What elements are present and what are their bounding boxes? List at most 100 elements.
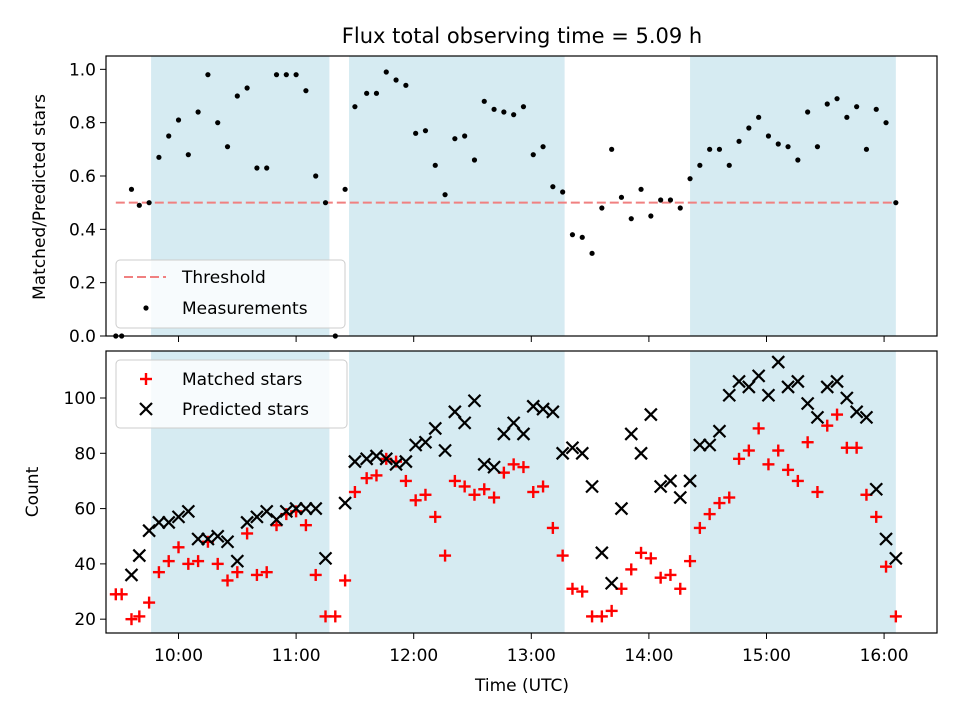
predicted-star-point (732, 374, 746, 389)
measurement-point (166, 133, 172, 139)
measurement-point (393, 77, 399, 83)
predicted-star-stroke-b (555, 446, 570, 461)
matched-star-point (703, 508, 716, 521)
y-tick-label: 0.6 (69, 167, 96, 187)
predicted-star-stroke-b (132, 548, 147, 563)
matched-star-point (211, 557, 224, 570)
measurement-point (824, 101, 830, 107)
matched-star-point (556, 549, 569, 562)
predicted-star-stroke-b (702, 438, 717, 452)
x-tick-label: 10:00 (154, 646, 203, 666)
measurement-point (648, 213, 654, 219)
matched-star-point (458, 480, 471, 493)
predicted-star-point (722, 388, 737, 403)
measurement-point (765, 133, 772, 139)
predicted-star-point (250, 510, 264, 524)
matched-star-point (713, 497, 726, 510)
predicted-star-point (702, 438, 717, 452)
matched-star-point (348, 486, 361, 498)
y-tick-label: 0.8 (69, 114, 96, 134)
measurement-point (863, 146, 870, 152)
predicted-star-point (299, 501, 313, 516)
x-axis-label: Time (UTC) (474, 676, 569, 696)
matched-star-point (635, 546, 648, 559)
predicted-star-point (389, 457, 403, 472)
chart-title: Flux total observing time = 5.09 h (342, 24, 702, 48)
measurement-point (273, 72, 280, 78)
matched-star-point (595, 610, 608, 623)
predicted-star-stroke-b (191, 532, 205, 546)
predicted-star-point (467, 393, 482, 408)
measurement-point (322, 200, 329, 206)
predicted-star-point (497, 427, 511, 441)
matched-star-point (115, 588, 128, 601)
predicted-star-point (673, 490, 688, 505)
measurement-point (520, 104, 527, 110)
predicted-star-stroke-b (201, 532, 215, 546)
top-legend-box (115, 259, 346, 329)
predicted-star-stroke-b (259, 504, 274, 519)
predicted-star-point (516, 427, 531, 441)
measurement-point (481, 98, 487, 104)
predicted-star-point (210, 529, 225, 544)
measurement-point (628, 216, 634, 222)
predicted-star-point (693, 438, 707, 452)
matched-star-point (125, 613, 138, 626)
bottom-y-axis-ticks: 20 40 60 80 100 (64, 389, 106, 630)
measurement-point (667, 197, 674, 203)
measurement-point (313, 173, 319, 179)
measurement-point (422, 128, 429, 134)
predicted-star-stroke-b (220, 534, 235, 549)
measurement-point (195, 109, 201, 115)
measurement-point (540, 144, 546, 150)
matched-star-point (221, 574, 234, 587)
predicted-star-point (614, 501, 629, 516)
predicted-star-point (595, 546, 609, 560)
measurement-point (687, 176, 693, 182)
measurement-point (569, 232, 576, 238)
predicted-star-point (889, 551, 903, 566)
matched-star-point (172, 541, 185, 554)
matched-star-point (693, 521, 706, 534)
matched-star-point (192, 555, 205, 568)
predicted-star-point (240, 515, 254, 530)
predicted-star-stroke-b (289, 501, 303, 516)
matched-star-point (850, 441, 863, 454)
matched-star-point (152, 566, 165, 579)
predicted-star-stroke-b (879, 532, 893, 546)
predicted-star-point (438, 443, 452, 458)
matched-star-point (791, 474, 804, 487)
predicted-star-stroke-b (810, 410, 825, 425)
predicted-star-stroke-b (869, 482, 884, 497)
predicted-star-stroke-b (408, 438, 423, 452)
predicted-star-stroke-b (565, 440, 580, 455)
y-tick-label: 80 (74, 444, 96, 464)
y-tick-label: 0.4 (69, 220, 96, 240)
predicted-star-stroke-b (171, 510, 186, 524)
predicted-star-stroke-b (575, 446, 590, 461)
predicted-star-stroke-b (820, 380, 835, 394)
x-tick-label: 11:00 (272, 646, 321, 666)
predicted-star-stroke-b (761, 388, 776, 403)
measurement-point (501, 109, 507, 115)
predicted-star-stroke-b (604, 576, 619, 591)
predicted-star-point (644, 407, 658, 422)
predicted-star-point (565, 440, 580, 455)
matched-star-point (654, 571, 667, 584)
matched-star-point (733, 452, 746, 465)
predicted-star-stroke-b (379, 452, 394, 466)
matched-star-point (488, 491, 501, 504)
matched-star-point (782, 463, 795, 476)
matched-star-point (439, 549, 452, 562)
predicted-star-point (555, 446, 570, 461)
measurement-point (136, 202, 142, 208)
predicted-star-stroke-b (428, 421, 443, 436)
predicted-star-point (585, 479, 599, 494)
matched-star-point (772, 444, 785, 457)
predicted-star-point (418, 435, 433, 450)
predicted-star-stroke-b (279, 504, 294, 519)
measurement-point (244, 85, 250, 91)
predicted-star-stroke-b (516, 427, 531, 441)
bottom-x-axis-ticks: 10:00 11:00 12:00 13:00 14:00 15:00 16:00 (154, 633, 909, 666)
measurement-point (795, 157, 801, 163)
